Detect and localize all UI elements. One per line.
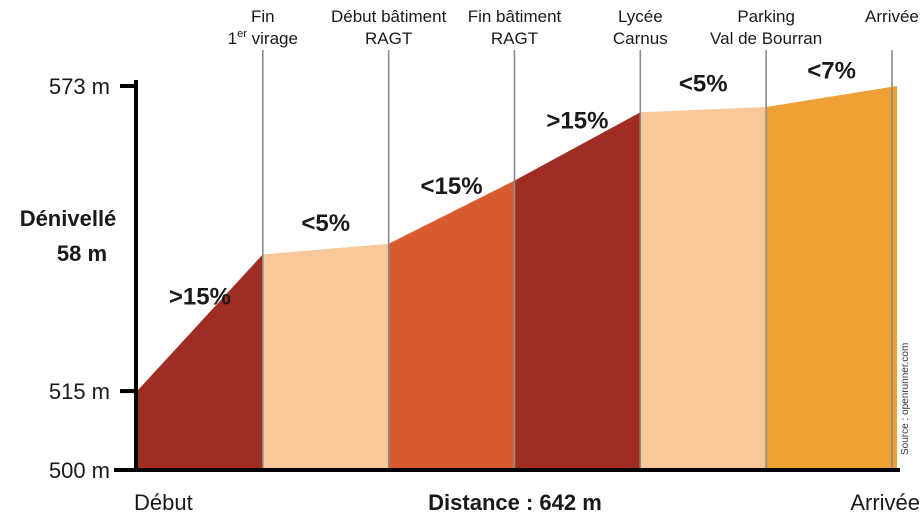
x-end-label: Arrivée: [850, 490, 920, 515]
marker-label-3-line2: RAGT: [491, 29, 538, 48]
grade-labels: >15% <5% <15% >15% <5% <7%: [169, 58, 856, 311]
grade-label-6: <7%: [807, 58, 856, 85]
segment-area-4: [514, 112, 641, 471]
marker-label-3-line1: Fin bâtiment: [468, 7, 562, 26]
grade-label-3: <15%: [421, 173, 483, 200]
y-tick-label-2: 515 m: [49, 379, 110, 404]
segment-area-2: [262, 243, 389, 470]
x-start-label: Début: [134, 490, 193, 515]
y-ticks: 573 m 515 m 500 m: [49, 74, 136, 483]
marker-label-2-line2: RAGT: [365, 29, 412, 48]
marker-label-4-line2: Carnus: [613, 29, 668, 48]
elevation-gain-value: 58 m: [57, 241, 107, 266]
y-tick-label-1: 573 m: [49, 74, 110, 99]
marker-lines: [262, 50, 893, 470]
axes: [114, 80, 900, 472]
source-credit: Source : openrunner.com: [900, 343, 911, 455]
segment-area-1: [137, 254, 263, 470]
marker-label-4-line1: Lycée: [618, 7, 663, 26]
elevation-gain-label: Dénivellé: [20, 206, 117, 231]
grade-label-1: >15%: [169, 284, 231, 311]
grade-label-5: <5%: [679, 71, 728, 98]
marker-label-5-line1: Parking: [737, 7, 795, 26]
y-tick-label-3: 500 m: [49, 458, 110, 483]
grade-label-2: <5%: [301, 210, 350, 237]
segment-area-6: [766, 86, 897, 470]
marker-labels: Fin 1er virage Début bâtiment RAGT Fin bâtim…: [228, 7, 919, 48]
elevation-areas: [137, 86, 897, 471]
x-axis-title: Distance : 642 m: [428, 490, 602, 515]
marker-label-1-line1: Fin: [251, 7, 275, 26]
segment-area-3: [388, 180, 515, 470]
marker-label-2-line1: Début bâtiment: [331, 7, 447, 26]
grade-label-4: >15%: [546, 107, 608, 134]
marker-label-1-line2: 1er virage: [228, 28, 298, 48]
segment-area-5: [640, 107, 767, 470]
marker-label-5-line2: Val de Bourran: [710, 29, 822, 48]
marker-label-6-line1: Arrivée: [865, 7, 919, 26]
